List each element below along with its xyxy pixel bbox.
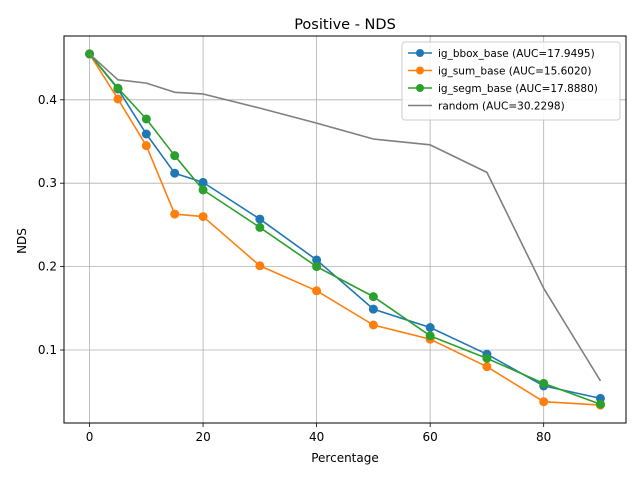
data-point xyxy=(312,262,322,272)
data-point xyxy=(482,362,492,372)
legend-label: random (AUC=30.2298) xyxy=(438,101,565,113)
data-point xyxy=(141,114,151,124)
data-point xyxy=(141,129,151,139)
series-2 xyxy=(85,49,605,409)
legend-item: random (AUC=30.2298) xyxy=(408,101,565,113)
legend-box xyxy=(401,41,621,121)
y-tick-label: 0.1 xyxy=(38,343,57,357)
series-3 xyxy=(89,53,602,382)
y-tick-label: 0.3 xyxy=(38,176,57,190)
data-point xyxy=(368,304,378,314)
data-point xyxy=(425,323,435,333)
data-point xyxy=(198,185,208,195)
legend-marker xyxy=(416,84,424,92)
y-axis-label: NDS xyxy=(15,228,29,254)
data-point xyxy=(255,222,265,232)
legend-label: ig_segm_base (AUC=17.8880) xyxy=(438,83,598,95)
series-line xyxy=(89,53,602,382)
data-point xyxy=(539,378,549,388)
data-point xyxy=(539,397,549,407)
legend-item: ig_bbox_base (AUC=17.9495) xyxy=(408,48,595,60)
legend-label: ig_sum_base (AUC=15.6020) xyxy=(438,66,591,78)
data-point xyxy=(198,177,208,187)
series-line xyxy=(88,53,601,405)
legend-marker xyxy=(416,66,424,75)
data-point xyxy=(255,261,265,271)
data-point xyxy=(141,141,151,151)
y-tick-label: 0.2 xyxy=(38,260,57,274)
legend-item: ig_segm_base (AUC=17.8880) xyxy=(408,83,598,95)
series-layer xyxy=(85,49,605,410)
x-axis-label: Percentage xyxy=(311,451,379,465)
series-line xyxy=(88,53,601,400)
data-point xyxy=(312,286,322,296)
x-tick-label: 80 xyxy=(536,430,551,444)
data-point xyxy=(482,353,492,363)
data-point xyxy=(170,168,180,178)
data-point xyxy=(170,151,180,161)
data-point xyxy=(425,331,435,341)
data-point xyxy=(198,212,208,222)
data-point xyxy=(595,399,605,409)
legend-label: ig_bbox_base (AUC=17.9495) xyxy=(438,48,595,60)
legend: ig_bbox_base (AUC=17.9495) ig_sum_base (A… xyxy=(401,41,621,121)
x-tick-label: 0 xyxy=(86,430,94,444)
data-point xyxy=(255,214,265,224)
plot-frame xyxy=(63,35,627,424)
x-tick-label: 20 xyxy=(195,430,210,444)
data-point xyxy=(312,255,322,265)
y-tick-label: 0.4 xyxy=(38,93,57,107)
data-point xyxy=(113,94,123,104)
legend-marker xyxy=(416,49,424,57)
data-point xyxy=(113,83,123,93)
x-tick-label: 40 xyxy=(309,430,324,444)
axis-ticks: 0 20 40 60 80 0.1 0.2 0.3 0.4 xyxy=(38,93,551,444)
data-point xyxy=(368,320,378,330)
x-tick-label: 60 xyxy=(423,430,438,444)
data-point xyxy=(170,209,180,219)
chart-title: Positive - NDS xyxy=(294,17,396,33)
series-line xyxy=(88,53,601,406)
legend-item: ig_sum_base (AUC=15.6020) xyxy=(408,66,591,78)
data-point xyxy=(368,292,378,302)
